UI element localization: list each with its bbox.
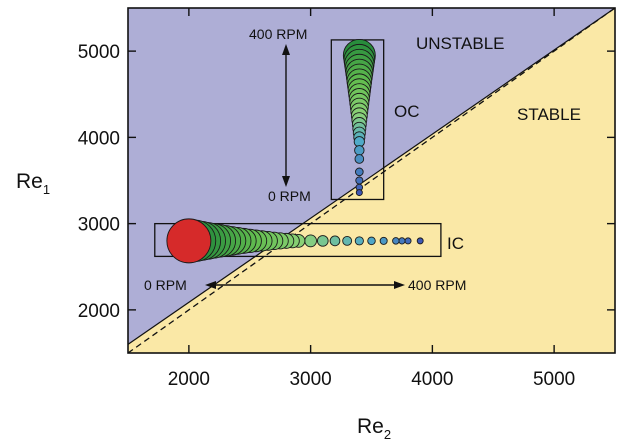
ic-rpm-arrow [205, 281, 405, 289]
y-axis-label-main: Re [16, 170, 43, 193]
ic-point-23 [354, 236, 364, 246]
ic-point-27 [398, 237, 406, 245]
ic-left-rpm-label: 0 RPM [144, 277, 187, 293]
points-layer [166, 38, 424, 264]
x-tick-label-2000: 2000 [168, 369, 210, 390]
ic-right-rpm-label: 400 RPM [408, 277, 466, 293]
oc-point-22 [354, 154, 365, 164]
x-axis-label-subscript: 2 [384, 427, 391, 442]
unstable-label: UNSTABLE [416, 34, 505, 53]
x-tick-label-3000: 3000 [289, 369, 331, 390]
ic-point-20 [316, 235, 329, 247]
oc-point-21 [354, 145, 365, 156]
ic-point-21 [329, 235, 341, 247]
ic-point-28 [404, 237, 412, 245]
oc-label: OC [394, 102, 420, 121]
y-axis-label-subscript: 1 [43, 182, 50, 197]
y-axis-label: Re1 [16, 170, 50, 197]
oc-point-23 [355, 167, 364, 177]
y-tick-label-4000: 4000 [78, 128, 120, 149]
ic-point-26 [392, 237, 400, 245]
stable-label: STABLE [517, 105, 581, 124]
ticks-layer: 2000 3000 4000 5000 2000 3000 4000 5000 [78, 8, 615, 390]
oc-point-24 [355, 176, 364, 185]
plot-frame [127, 7, 616, 354]
ic-point-22 [342, 235, 353, 246]
y-tick-label-3000: 3000 [78, 215, 120, 236]
ic-point-24 [367, 236, 376, 246]
y-tick-label-5000: 5000 [78, 42, 120, 63]
x-axis-label: Re2 [357, 415, 391, 442]
oc-top-rpm-label: 400 RPM [249, 26, 307, 42]
oc-point-26 [355, 189, 363, 197]
y-tick-label-2000: 2000 [78, 301, 120, 322]
x-tick-label-4000: 4000 [411, 369, 453, 390]
stability-boundary-line [128, 8, 615, 345]
ic-point-29 [416, 237, 424, 245]
x-tick-label-5000: 5000 [533, 369, 575, 390]
ic-point-25 [379, 236, 388, 245]
ic-point-19 [304, 234, 317, 248]
oc-rpm-arrow [282, 44, 290, 187]
ic-point-0 [166, 218, 212, 264]
x-axis-label-main: Re [357, 415, 384, 438]
ic-label: IC [447, 234, 464, 253]
ic-box [154, 222, 442, 258]
oc-bottom-rpm-label: 0 RPM [268, 188, 311, 204]
